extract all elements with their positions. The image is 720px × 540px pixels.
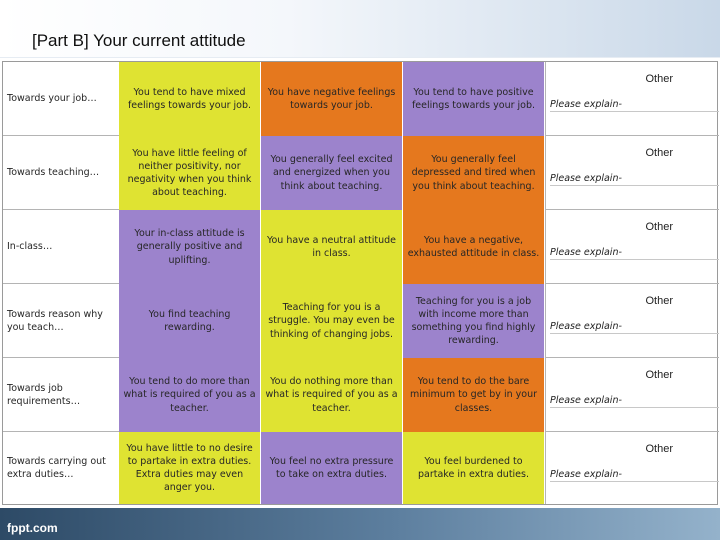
please-explain-label: Please explain- bbox=[550, 469, 622, 480]
option-cell[interactable]: You have little feeling of neither posit… bbox=[119, 136, 261, 210]
row-label: Towards job requirements… bbox=[7, 382, 81, 407]
explain-input-line[interactable] bbox=[550, 407, 719, 408]
table-row: Towards carrying out extra duties… You h… bbox=[3, 432, 719, 504]
option-cell[interactable]: You feel no extra pressure to take on ex… bbox=[261, 432, 403, 504]
other-cell[interactable]: Other Please explain- bbox=[545, 432, 719, 504]
option-cell[interactable]: You tend to do the bare minimum to get b… bbox=[403, 358, 545, 432]
other-label: Other bbox=[645, 73, 673, 85]
other-cell[interactable]: Other Please explain- bbox=[545, 136, 719, 210]
explain-input-line[interactable] bbox=[550, 185, 719, 186]
row-label: Towards teaching… bbox=[7, 167, 100, 179]
option-cell[interactable]: Teaching for you is a struggle. You may … bbox=[261, 284, 403, 358]
option-cell[interactable]: You have a neutral attitude in class. bbox=[261, 210, 403, 284]
slide-title: [Part B] Your current attitude bbox=[32, 31, 246, 50]
explain-input-line[interactable] bbox=[550, 259, 719, 260]
other-label: Other bbox=[645, 295, 673, 307]
option-cell[interactable]: You have a negative, exhausted attitude … bbox=[403, 210, 545, 284]
please-explain-label: Please explain- bbox=[550, 395, 622, 406]
other-label: Other bbox=[645, 369, 673, 381]
other-cell[interactable]: Other Please explain- bbox=[545, 62, 719, 136]
other-cell[interactable]: Other Please explain- bbox=[545, 284, 719, 358]
table-row: Towards teaching… You have little feelin… bbox=[3, 136, 719, 210]
footer-brand: fppt.com bbox=[7, 521, 58, 535]
table-row: Towards reason why you teach… You find t… bbox=[3, 284, 719, 358]
option-cell[interactable]: You have negative feelings towards your … bbox=[261, 62, 403, 136]
other-label: Other bbox=[645, 221, 673, 233]
title-band bbox=[0, 0, 720, 58]
option-cell[interactable]: You tend to have positive feelings towar… bbox=[403, 62, 545, 136]
other-cell[interactable]: Other Please explain- bbox=[545, 358, 719, 432]
row-label: Towards carrying out extra duties… bbox=[7, 455, 106, 480]
row-label: Towards reason why you teach… bbox=[7, 308, 103, 333]
option-cell[interactable]: Your in-class attitude is generally posi… bbox=[119, 210, 261, 284]
explain-input-line[interactable] bbox=[550, 333, 719, 334]
table-row: Towards job requirements… You tend to do… bbox=[3, 358, 719, 432]
option-cell[interactable]: You generally feel depressed and tired w… bbox=[403, 136, 545, 210]
option-cell[interactable]: You tend to do more than what is require… bbox=[119, 358, 261, 432]
table-row: Towards your job… You tend to have mixed… bbox=[3, 62, 719, 136]
row-label: Towards your job… bbox=[7, 93, 97, 105]
footer-bar: fppt.com bbox=[0, 508, 720, 540]
please-explain-label: Please explain- bbox=[550, 173, 622, 184]
table-row: In-class… Your in-class attitude is gene… bbox=[3, 210, 719, 284]
please-explain-label: Please explain- bbox=[550, 247, 622, 258]
please-explain-label: Please explain- bbox=[550, 321, 622, 332]
option-cell[interactable]: You tend to have mixed feelings towards … bbox=[119, 62, 261, 136]
row-label: In-class… bbox=[7, 241, 53, 253]
please-explain-label: Please explain- bbox=[550, 99, 622, 110]
option-cell[interactable]: You find teaching rewarding. bbox=[119, 284, 261, 358]
option-cell[interactable]: You feel burdened to partake in extra du… bbox=[403, 432, 545, 504]
explain-input-line[interactable] bbox=[550, 481, 719, 482]
option-cell[interactable]: You have little to no desire to partake … bbox=[119, 432, 261, 504]
explain-input-line[interactable] bbox=[550, 111, 719, 112]
option-cell[interactable]: Teaching for you is a job with income mo… bbox=[403, 284, 545, 358]
other-cell[interactable]: Other Please explain- bbox=[545, 210, 719, 284]
other-label: Other bbox=[645, 443, 673, 455]
attitude-table: Towards your job… You tend to have mixed… bbox=[2, 61, 719, 505]
option-cell[interactable]: You generally feel excited and energized… bbox=[261, 136, 403, 210]
other-label: Other bbox=[645, 147, 673, 159]
option-cell[interactable]: You do nothing more than what is require… bbox=[261, 358, 403, 432]
